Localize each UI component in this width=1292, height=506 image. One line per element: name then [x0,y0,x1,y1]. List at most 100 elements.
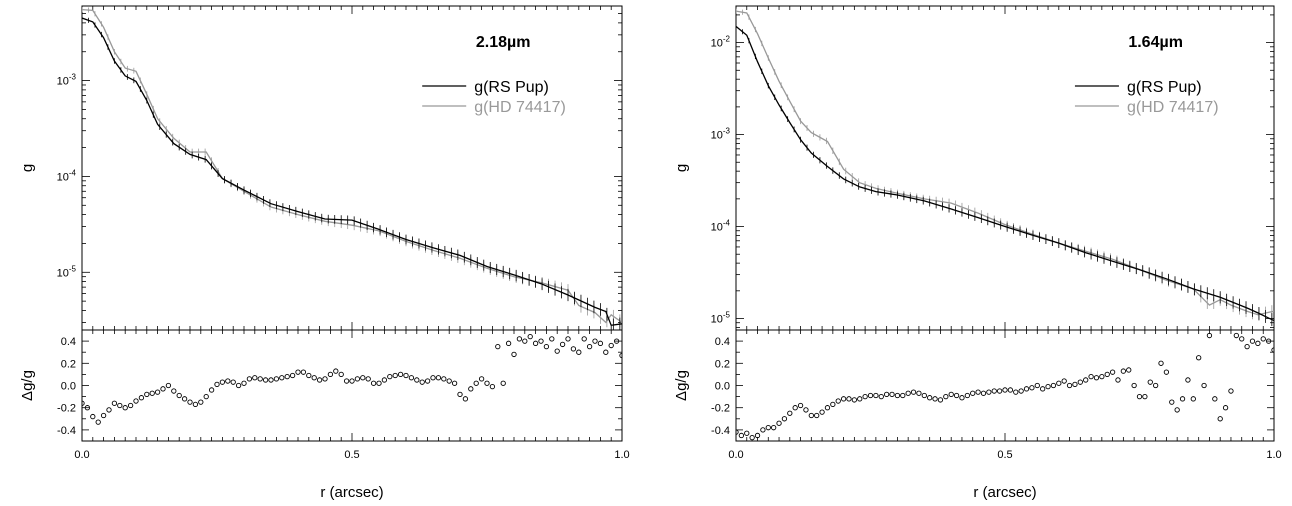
residual-point [1034,382,1040,389]
residual-point [289,372,296,379]
residual-point [408,375,415,381]
residual-point [889,391,895,398]
residual-point [1056,380,1062,386]
residual-point [754,432,761,439]
residual-point [883,391,890,398]
residual-point [1174,407,1180,413]
residual-point [246,376,253,382]
residual-point [117,402,123,409]
residual-point [549,336,555,342]
x-tick-label: 0.0 [74,449,89,461]
residual-point [192,401,199,408]
residual-point [198,399,204,405]
residual-point [996,388,1003,394]
residual-point [306,372,312,379]
legend-label: g(HD 74417) [1127,99,1219,116]
residual-tick-label: 0.4 [61,336,76,348]
residual-point [82,400,85,406]
residual-point [905,390,911,396]
residual-point [932,396,938,402]
residual-point [279,375,285,381]
residual-point [397,371,404,378]
residual-tick-label: -0.4 [57,425,76,437]
residual-point [273,376,280,382]
residual-point [387,373,393,380]
residual-point [435,375,442,381]
residual-point [1136,393,1143,400]
residual-point [927,395,933,401]
y-tick-label: 10-5 [57,264,77,279]
right-panel-1.64um: 0.0 0.5 1.0 10-2 10-3 10-4 10-5 0.4 0.2 0.0 -0.2 -0… [673,5,1282,501]
y-tick-label: 10-4 [57,168,77,183]
panel-title: 1.64µm [1128,34,1183,51]
residual-point [1040,386,1046,392]
legend-label: g(HD 74417) [474,99,566,116]
residual-tick-label: -0.2 [711,403,730,415]
residual-point [835,398,841,404]
series-group [82,7,622,330]
residual-point [1029,385,1035,391]
residual-point [538,338,544,344]
residual-point [1131,382,1137,389]
residual-point [1271,347,1274,353]
residual-point [354,376,361,382]
residual-point [980,390,987,396]
residual-point [943,393,949,400]
residual-point [262,377,269,383]
residual-point [554,348,560,354]
residual-points [82,334,622,425]
residual-point [1249,338,1256,344]
residual-point [581,336,587,342]
residual-point [478,376,485,382]
residual-point [970,390,976,396]
residual-point [1083,377,1089,383]
residual-point [414,377,420,383]
residual-point [511,351,517,358]
residual-point [149,390,155,396]
residual-point [1066,382,1073,389]
residual-point [975,389,981,395]
residual-point [127,402,134,409]
residual-point [1265,338,1272,344]
residual-point [365,376,371,382]
residual-plot-frame [81,329,623,442]
residual-point [430,375,436,381]
residual-point [133,398,139,404]
residual-point [1104,371,1110,378]
residual-point [948,391,954,398]
residual-point [781,416,788,422]
residual-point [1233,332,1239,339]
residual-point [489,383,496,390]
residual-point [1115,377,1121,383]
residual-tick-label: 0.0 [715,381,730,393]
residual-point [808,412,814,419]
residual-point [1212,396,1218,402]
residual-point [991,388,997,394]
residual-point [100,412,107,419]
residual-point [468,386,474,392]
residual-point [1196,355,1202,361]
residual-point [419,379,425,385]
residual-point [252,375,258,381]
residual-point [964,392,970,399]
residual-point [613,338,620,344]
residual-point [122,405,128,411]
residual-point [878,393,884,400]
residual-point [311,375,317,381]
residual-point [765,425,771,431]
panel-title: 2.18µm [476,34,531,51]
residual-tick-label: 0.0 [61,381,76,393]
x-axis-label: r (arcsec) [320,484,383,501]
x-tick-label: 0.5 [997,449,1012,461]
y-tick-label: 10-3 [57,73,77,88]
residual-point [570,346,577,352]
residual-point [1061,378,1067,384]
residual-point [522,338,528,344]
residual-point [814,412,820,419]
residual-point [462,396,469,402]
residual-axis-label: Δg/g [19,370,36,401]
x-tick-label: 0.0 [728,449,743,461]
residual-point [241,380,247,386]
residual-point [203,393,209,400]
